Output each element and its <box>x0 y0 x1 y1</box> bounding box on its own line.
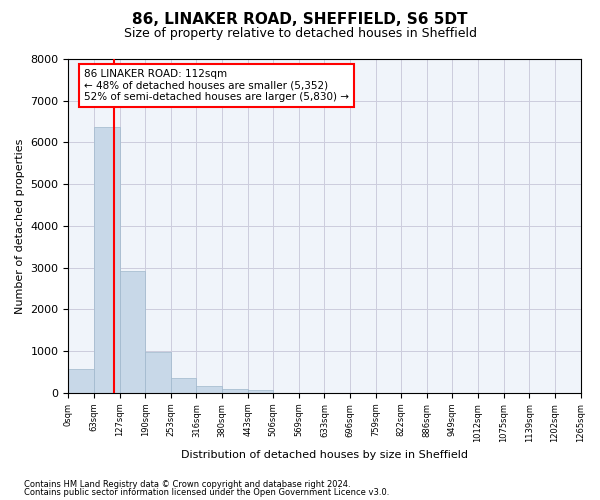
Text: Contains public sector information licensed under the Open Government Licence v3: Contains public sector information licen… <box>24 488 389 497</box>
Bar <box>171 378 196 393</box>
Text: Size of property relative to detached houses in Sheffield: Size of property relative to detached ho… <box>124 28 476 40</box>
Bar <box>248 390 273 393</box>
Text: 86 LINAKER ROAD: 112sqm
← 48% of detached houses are smaller (5,352)
52% of semi: 86 LINAKER ROAD: 112sqm ← 48% of detache… <box>84 69 349 102</box>
Bar <box>119 271 145 393</box>
Bar <box>94 126 119 393</box>
Text: 86, LINAKER ROAD, SHEFFIELD, S6 5DT: 86, LINAKER ROAD, SHEFFIELD, S6 5DT <box>132 12 468 28</box>
Bar <box>196 386 222 393</box>
X-axis label: Distribution of detached houses by size in Sheffield: Distribution of detached houses by size … <box>181 450 468 460</box>
Bar <box>222 389 248 393</box>
Y-axis label: Number of detached properties: Number of detached properties <box>15 138 25 314</box>
Bar <box>68 369 94 393</box>
Bar <box>145 352 171 393</box>
Text: Contains HM Land Registry data © Crown copyright and database right 2024.: Contains HM Land Registry data © Crown c… <box>24 480 350 489</box>
